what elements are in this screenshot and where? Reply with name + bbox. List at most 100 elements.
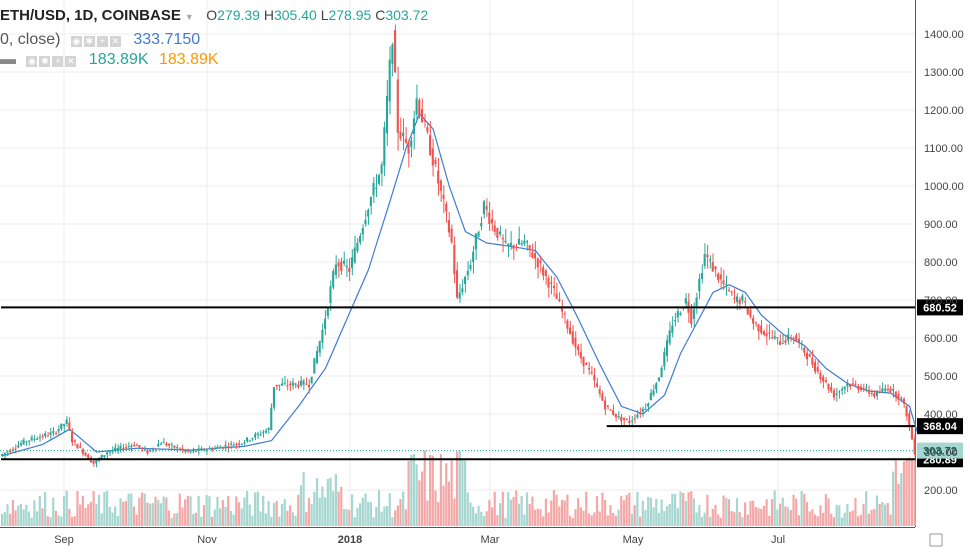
volume-bar	[197, 495, 200, 526]
volume-bar	[762, 505, 766, 526]
volume-bar	[703, 512, 706, 526]
chevron-down-icon[interactable]: ▼	[184, 12, 194, 22]
candle-body	[44, 433, 47, 437]
volume-bar	[3, 512, 6, 526]
volume-bar	[690, 491, 693, 526]
volume-bar	[550, 500, 553, 526]
volume-bar	[824, 494, 827, 526]
close-value: 303.72	[385, 7, 429, 23]
volume-bar	[878, 504, 881, 526]
candle-body	[848, 384, 852, 387]
eye-icon[interactable]: ◉	[26, 56, 38, 67]
volume-bar	[676, 508, 679, 526]
candle-body	[499, 231, 502, 235]
volume-bar	[122, 501, 125, 526]
candle-body	[388, 59, 391, 102]
volume-bar	[353, 517, 356, 526]
gear-icon[interactable]: ✱	[39, 56, 51, 67]
volume-bar	[873, 509, 876, 526]
volume-bar	[184, 499, 187, 526]
volume-bar	[848, 511, 852, 526]
candle-body	[493, 225, 496, 232]
gear-icon[interactable]: ✱	[83, 36, 95, 47]
volume-bar	[307, 497, 311, 526]
y-tick-label: 300.00	[924, 447, 958, 459]
volume-bar	[124, 501, 128, 526]
open-value: 279.39	[217, 7, 260, 23]
volume-bar	[111, 512, 114, 526]
volume-bar	[149, 503, 152, 526]
volume-bar	[517, 503, 521, 526]
candle-body	[563, 313, 566, 315]
candle-body	[27, 440, 31, 442]
volume-bar	[103, 491, 106, 526]
close-icon[interactable]: ✕	[109, 36, 121, 47]
candle-body	[598, 389, 601, 394]
candle-body	[773, 336, 776, 339]
candle-body	[54, 432, 57, 434]
level-price-tag: 368.04	[917, 418, 963, 435]
candle-body	[329, 286, 332, 304]
volume-bar	[469, 502, 472, 526]
candle-body	[399, 131, 402, 139]
volume-bar	[695, 512, 698, 526]
volume-bar	[135, 514, 138, 526]
plus-icon[interactable]: +	[96, 36, 108, 47]
volume-bar	[485, 511, 488, 526]
volume-bar	[757, 508, 760, 526]
volume-bar	[216, 496, 219, 526]
volume-bar	[54, 510, 58, 526]
candle-body	[186, 450, 189, 452]
candle-body	[375, 187, 378, 190]
candle-body	[512, 245, 515, 249]
volume-bar	[275, 500, 278, 526]
volume-bar	[746, 514, 749, 526]
candle-body	[434, 159, 437, 165]
y-tick-label: 1400.00	[924, 29, 964, 41]
volume-bar	[232, 514, 235, 526]
volume-bar	[644, 510, 647, 526]
candle-body	[52, 431, 55, 433]
candle-body	[278, 384, 281, 386]
candle-body	[490, 219, 494, 224]
volume-bar	[439, 454, 442, 526]
volume-bar	[19, 503, 23, 526]
volume-bar	[192, 513, 195, 526]
volume-bar	[431, 455, 434, 526]
candle-body	[636, 414, 639, 418]
candle-body	[857, 386, 860, 390]
candle-body	[420, 109, 424, 123]
volume-bar	[593, 512, 596, 526]
candle-body	[275, 384, 278, 387]
candle-body	[385, 95, 389, 134]
volume-bar	[534, 509, 537, 526]
volume-bar	[805, 501, 809, 526]
close-icon[interactable]: ✕	[65, 56, 77, 67]
volume-bar	[291, 512, 294, 526]
volume-bar	[262, 495, 265, 526]
eye-icon[interactable]: ◉	[70, 36, 82, 47]
volume-bar	[582, 510, 585, 526]
candle-body	[291, 382, 294, 386]
volume-bar	[674, 494, 677, 526]
candle-body	[851, 383, 854, 385]
volume-bar	[245, 490, 249, 526]
candle-body	[797, 338, 800, 343]
volume-bar	[1, 513, 4, 526]
volume-bar	[854, 498, 857, 526]
volume-bar	[418, 480, 421, 526]
candle-body	[73, 440, 76, 442]
volume-bar	[429, 454, 432, 526]
plus-icon[interactable]: +	[52, 56, 64, 67]
volume-bar	[27, 511, 31, 526]
volume-bar	[348, 509, 351, 526]
candle-body	[302, 380, 305, 385]
volume-bar	[660, 499, 663, 526]
volume-bar	[450, 460, 453, 526]
candle-body	[525, 241, 529, 243]
candle-body	[641, 408, 644, 412]
candle-body	[649, 392, 652, 401]
volume-bar	[87, 504, 90, 526]
y-tick-label: 400.00	[924, 409, 958, 421]
